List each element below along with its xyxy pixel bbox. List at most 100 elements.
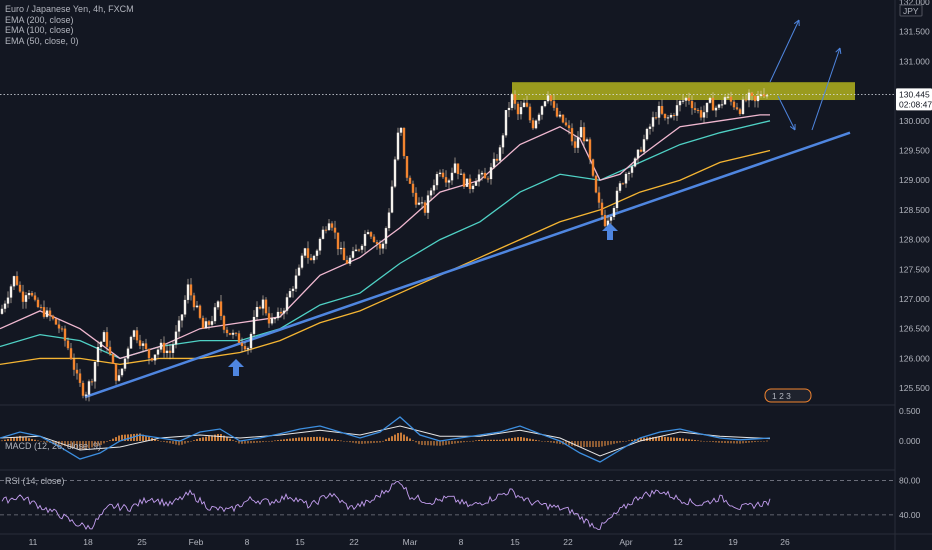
candle-body bbox=[348, 257, 352, 264]
macd-histogram-bar bbox=[373, 441, 375, 443]
macd-histogram-bar bbox=[712, 441, 714, 443]
macd-histogram-bar bbox=[361, 441, 363, 444]
macd-histogram-bar bbox=[55, 441, 57, 445]
candle-body bbox=[165, 350, 169, 353]
macd-tick-label: 0.000 bbox=[899, 436, 921, 446]
candle-body bbox=[699, 110, 703, 118]
macd-histogram-bar bbox=[634, 439, 636, 441]
candle-body bbox=[453, 163, 457, 173]
macd-histogram-bar bbox=[349, 441, 351, 443]
candle-body bbox=[264, 299, 268, 314]
macd-histogram-bar bbox=[469, 441, 471, 442]
macd-histogram-bar bbox=[274, 440, 276, 442]
macd-histogram-bar bbox=[376, 441, 378, 443]
macd-histogram-bar bbox=[292, 438, 294, 441]
candle-body bbox=[258, 306, 262, 309]
time-tick-label: Mar bbox=[403, 537, 418, 547]
candle-body bbox=[288, 291, 292, 298]
macd-histogram-bar bbox=[301, 437, 303, 441]
candle-body bbox=[459, 173, 463, 175]
candle-body bbox=[552, 101, 556, 108]
macd-histogram-bar bbox=[613, 441, 615, 444]
macd-histogram-bar bbox=[463, 441, 465, 443]
candle-body bbox=[516, 103, 520, 115]
legend-ema200[interactable]: EMA (200, close) bbox=[5, 14, 74, 25]
macd-histogram-bar bbox=[217, 433, 219, 441]
price-axis[interactable]: 132.000 131.500 131.000 130.000 129.500 129.0… bbox=[896, 0, 932, 520]
macd-histogram-bar bbox=[160, 441, 162, 442]
macd-histogram-bar bbox=[256, 441, 258, 443]
macd-histogram-bar bbox=[526, 438, 528, 441]
legend-ema50[interactable]: EMA (50, close, 0) bbox=[5, 35, 79, 46]
candle-body bbox=[720, 104, 724, 106]
resistance-zone bbox=[512, 82, 855, 101]
macd-histogram-bar bbox=[556, 441, 558, 444]
candle-body bbox=[210, 321, 214, 325]
candle-body bbox=[714, 107, 718, 111]
candle-body bbox=[519, 107, 523, 115]
candle-body bbox=[657, 106, 661, 118]
candle-body bbox=[684, 97, 688, 101]
macd-histogram-bar bbox=[520, 436, 522, 441]
time-tick-label: 22 bbox=[349, 537, 359, 547]
macd-histogram-bar bbox=[7, 438, 9, 441]
candle-body bbox=[693, 108, 697, 110]
series-ema-200-close- bbox=[0, 149, 771, 366]
macd-histogram-bar bbox=[247, 441, 249, 444]
rsi-pane[interactable] bbox=[0, 480, 895, 530]
macd-histogram-bar bbox=[25, 437, 27, 441]
candle-body bbox=[597, 192, 601, 203]
macd-label[interactable]: MACD (12, 26, close, 9) bbox=[5, 441, 102, 451]
price-tick-label: 125.500 bbox=[899, 383, 930, 393]
price-pane[interactable]: 1 2 3 bbox=[0, 19, 895, 403]
candle-body bbox=[153, 354, 157, 361]
macd-histogram-bar bbox=[472, 440, 474, 442]
macd-histogram-bar bbox=[577, 441, 579, 447]
candle-body bbox=[300, 255, 304, 268]
candle-body bbox=[252, 316, 256, 334]
time-tick-label: 25 bbox=[137, 537, 147, 547]
candle-body bbox=[702, 112, 706, 118]
time-tick-label: 8 bbox=[459, 537, 464, 547]
price-tick-label: 130.000 bbox=[899, 116, 930, 126]
candle-body bbox=[447, 180, 451, 183]
macd-histogram-bar bbox=[670, 437, 672, 441]
time-axis[interactable]: 11 18 25 Feb 8 15 22 Mar 8 15 22 Apr 12 19 26 bbox=[29, 537, 790, 547]
macd-histogram-bar bbox=[694, 440, 696, 441]
candle-body bbox=[246, 348, 250, 350]
symbol-title[interactable]: Euro / Japanese Yen, 4h, FXCM bbox=[5, 4, 134, 14]
candle-body bbox=[327, 223, 331, 231]
candle-body bbox=[645, 128, 649, 140]
macd-histogram-bar bbox=[496, 439, 498, 441]
candle-body bbox=[99, 341, 103, 348]
macd-histogram-bar bbox=[103, 441, 105, 444]
macd-histogram-bar bbox=[100, 441, 102, 445]
candle-body bbox=[747, 92, 751, 101]
candle-body bbox=[189, 284, 193, 296]
candle-body bbox=[741, 99, 745, 114]
macd-histogram-bar bbox=[631, 439, 633, 441]
candle-body bbox=[303, 248, 307, 256]
candle-body bbox=[420, 202, 424, 204]
candle-body bbox=[330, 223, 334, 228]
candle-body bbox=[198, 305, 202, 318]
projection-arrow-head bbox=[835, 47, 842, 55]
candle-body bbox=[111, 354, 115, 364]
candle-body bbox=[309, 257, 313, 261]
candle-body bbox=[3, 303, 7, 309]
macd-pane[interactable] bbox=[0, 416, 771, 463]
macd-histogram-bar bbox=[178, 441, 180, 446]
candle-body bbox=[750, 92, 754, 96]
macd-histogram-bar bbox=[736, 441, 738, 444]
legend-ema100[interactable]: EMA (100, close) bbox=[5, 25, 74, 36]
candle-body bbox=[444, 177, 448, 183]
price-tick-label: 128.500 bbox=[899, 205, 930, 215]
candle-body bbox=[138, 340, 142, 346]
macd-histogram-bar bbox=[229, 438, 231, 441]
candle-body bbox=[249, 333, 253, 349]
rsi-label[interactable]: RSI (14, close) bbox=[5, 476, 65, 486]
macd-histogram-bar bbox=[70, 441, 72, 448]
macd-histogram-bar bbox=[82, 441, 84, 450]
candle-body bbox=[96, 347, 100, 363]
